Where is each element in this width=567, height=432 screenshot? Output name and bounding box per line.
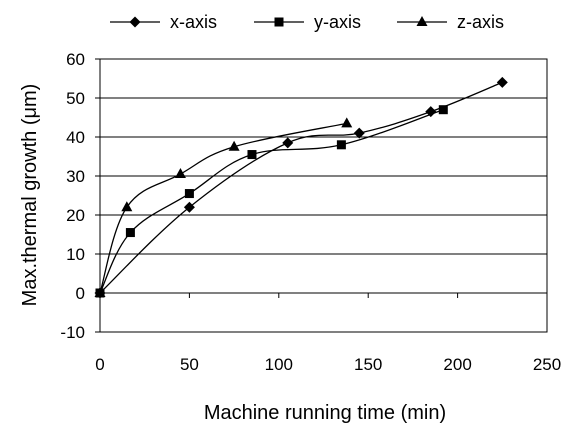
x-tick-label: 100 xyxy=(265,355,293,374)
data-point-triangle xyxy=(94,287,106,297)
y-tick-label: 0 xyxy=(76,284,85,303)
x-tick-label: 250 xyxy=(533,355,561,374)
legend-label: z-axis xyxy=(457,12,504,32)
legend-label: y-axis xyxy=(314,12,361,32)
y-tick-label: 30 xyxy=(66,167,85,186)
plot-area xyxy=(99,58,548,333)
data-point-diamond xyxy=(183,201,195,213)
data-point-square xyxy=(336,140,346,150)
data-point-square xyxy=(125,228,135,238)
legend-marker-square xyxy=(274,17,284,27)
y-tick-label: -10 xyxy=(60,323,85,342)
y-axis-title: Max.thermal growth (μm) xyxy=(19,84,41,307)
legend-item: y-axis xyxy=(254,12,361,32)
series-layer xyxy=(94,76,508,299)
x-tick-label: 150 xyxy=(354,355,382,374)
x-tick-label: 0 xyxy=(95,355,104,374)
axes xyxy=(95,58,548,333)
data-point-triangle xyxy=(228,140,240,151)
x-tick-label: 200 xyxy=(443,355,471,374)
data-point-diamond xyxy=(282,137,294,149)
legend-marker-diamond xyxy=(129,16,141,28)
y-tick-label: 60 xyxy=(66,50,85,69)
data-point-square xyxy=(184,189,194,199)
legend-item: z-axis xyxy=(397,12,504,32)
data-point-diamond xyxy=(425,106,437,118)
data-point-square xyxy=(247,150,257,160)
x-axis-title: Machine running time (min) xyxy=(204,402,446,424)
legend-marker-triangle xyxy=(416,16,428,26)
y-tick-label: 10 xyxy=(66,245,85,264)
tick-labels: -10 0 10 20 30 40 50 60 0 50 100 150 200 250 xyxy=(60,50,561,374)
series-z-axis xyxy=(94,117,353,297)
legend-item: x-axis xyxy=(110,12,217,32)
data-point-diamond xyxy=(496,76,508,88)
data-point-triangle xyxy=(174,168,186,179)
y-tick-label: 40 xyxy=(66,128,85,147)
x-tick-label: 50 xyxy=(180,355,199,374)
legend: x-axis y-axis z-axis xyxy=(110,12,504,32)
gridlines xyxy=(100,58,547,333)
legend-label: x-axis xyxy=(170,12,217,32)
data-point-triangle xyxy=(341,117,353,128)
data-point-square xyxy=(438,105,448,115)
data-point-diamond xyxy=(353,127,365,139)
data-point-triangle xyxy=(121,201,133,212)
y-tick-label: 20 xyxy=(66,206,85,225)
y-tick-label: 50 xyxy=(66,89,85,108)
series-y-axis xyxy=(95,105,448,298)
